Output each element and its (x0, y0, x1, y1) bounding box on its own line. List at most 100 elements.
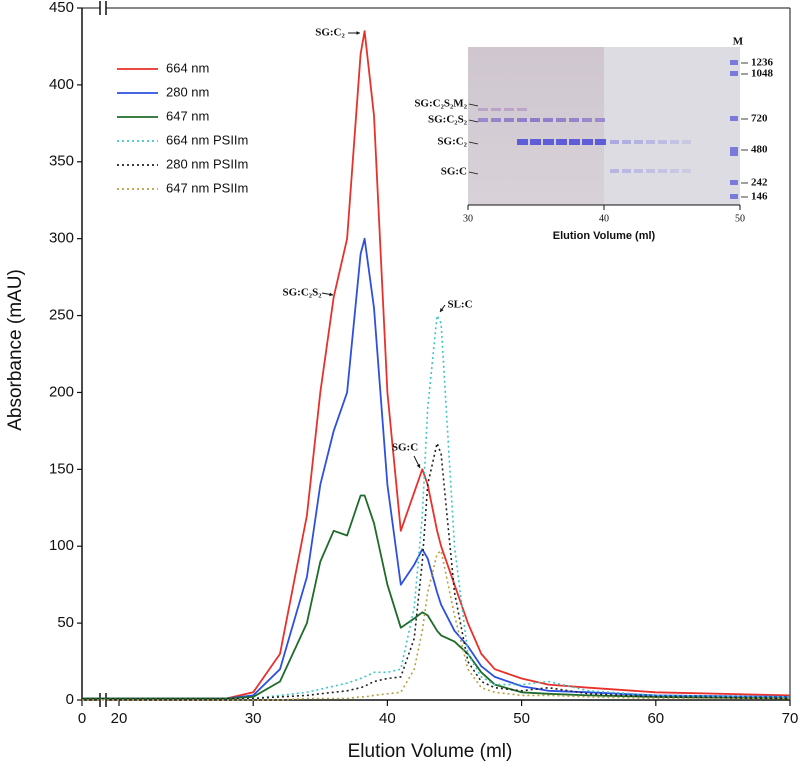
y-tick-label: 50 (57, 614, 74, 631)
gel-band (543, 139, 554, 145)
gel-band (622, 140, 631, 144)
gel-band (517, 108, 527, 111)
marker-label: 480 (751, 144, 768, 156)
annotation-arrowhead (440, 308, 444, 312)
gel-band (595, 118, 605, 122)
gel-band (582, 139, 593, 145)
gel-band (543, 118, 553, 122)
gel-band-pointer (468, 141, 479, 145)
marker-label: 1048 (751, 68, 774, 80)
gel-band (634, 169, 643, 173)
x-tick-label: 30 (245, 710, 262, 727)
annotation: SG:C₂ (315, 27, 345, 39)
y-tick-label: 250 (49, 307, 74, 324)
gel-band (517, 118, 527, 122)
legend-label: 647 nm PSIIm (166, 180, 248, 195)
inset-x-tick-label: 40 (599, 213, 609, 224)
gel-band (530, 118, 540, 122)
legend-label: 280 nm (166, 84, 209, 99)
marker-label: 720 (751, 113, 768, 125)
annotation: SL:C (447, 299, 472, 311)
gel-band (622, 169, 631, 173)
gel-band (569, 139, 580, 145)
annotation: SG:C (392, 442, 418, 454)
gel-band-pointer (468, 119, 479, 123)
inset-x-tick-label: 50 (735, 213, 745, 224)
gel-marker-band (730, 180, 738, 185)
legend-label: 664 nm PSIIm (166, 132, 248, 147)
gel-band-pointer (468, 103, 479, 107)
y-tick-label: 350 (49, 153, 74, 170)
gel-band (504, 108, 514, 111)
gel-band (670, 140, 679, 144)
gel-band (491, 108, 501, 111)
gel-band (682, 169, 691, 173)
gel-band-label: SG:C (441, 166, 467, 178)
gel-band (556, 139, 567, 145)
series-line (82, 237, 791, 700)
gel-marker-band (730, 71, 738, 76)
y-axis-title: Absorbance (mAU) (5, 269, 26, 431)
plot-frame (81, 1, 791, 707)
annotation-arrowhead (416, 464, 421, 468)
x-tick-label: 40 (379, 710, 396, 727)
gel-band (646, 140, 655, 144)
series-line (82, 442, 791, 700)
series-line (82, 494, 791, 700)
gel-band (646, 169, 655, 173)
marker-label: 1236 (751, 57, 774, 69)
y-tick-label: 450 (49, 0, 74, 16)
series-line (82, 30, 791, 700)
legend-label: 280 nm PSIIm (166, 156, 248, 171)
gel-band (682, 140, 691, 144)
legend-label: 647 nm (166, 108, 209, 123)
gel-marker-band (730, 147, 738, 156)
gel-band (556, 118, 566, 122)
gel-band (517, 139, 528, 145)
gel-band (610, 140, 619, 144)
marker-label: 146 (751, 191, 768, 203)
annotation-arrowhead (356, 31, 360, 35)
gel-band-pointer (468, 171, 479, 175)
inset-x-title: Elution Volume (ml) (553, 230, 656, 242)
inset-gel (468, 47, 740, 205)
y-tick-label: 300 (49, 230, 74, 247)
gel-band (530, 139, 541, 145)
gel-marker-band (730, 116, 738, 121)
gel-band (569, 118, 579, 122)
x-axis-title: Elution Volume (ml) (348, 741, 513, 762)
gel-band-label: SG:C₂S₂ (428, 114, 468, 126)
marker-label: 242 (751, 177, 768, 189)
x-tick-label: 0 (78, 710, 86, 727)
gel-band (504, 118, 514, 122)
gel-band (670, 169, 679, 173)
gel-band (582, 118, 592, 122)
y-tick-label: 0 (66, 691, 74, 708)
gel-band (491, 118, 501, 122)
marker-title: M (733, 36, 744, 48)
gel-band (634, 140, 643, 144)
y-tick-label: 400 (49, 76, 74, 93)
legend-label: 664 nm (166, 60, 209, 75)
gel-band (478, 118, 488, 122)
y-tick-label: 100 (49, 537, 74, 554)
gel-band (595, 139, 606, 145)
y-tick-label: 150 (49, 460, 74, 477)
series-line (82, 314, 791, 700)
gel-marker-band (730, 60, 738, 65)
y-tick-label: 200 (49, 383, 74, 400)
x-tick-label: 60 (647, 710, 664, 727)
inset-x-tick-label: 30 (463, 213, 473, 224)
x-tick-label: 50 (513, 710, 530, 727)
gel-band-label: SG:C₂ (437, 136, 467, 148)
x-tick-label: 70 (782, 710, 799, 727)
annotation-arrowhead (329, 292, 333, 297)
gel-band-label: SG:C₂S₂M₂ (414, 98, 467, 110)
gel-band (658, 140, 667, 144)
gel-band (658, 169, 667, 173)
gel-marker-band (730, 194, 738, 199)
x-tick-label: 20 (111, 710, 128, 727)
gel-band (610, 169, 619, 173)
